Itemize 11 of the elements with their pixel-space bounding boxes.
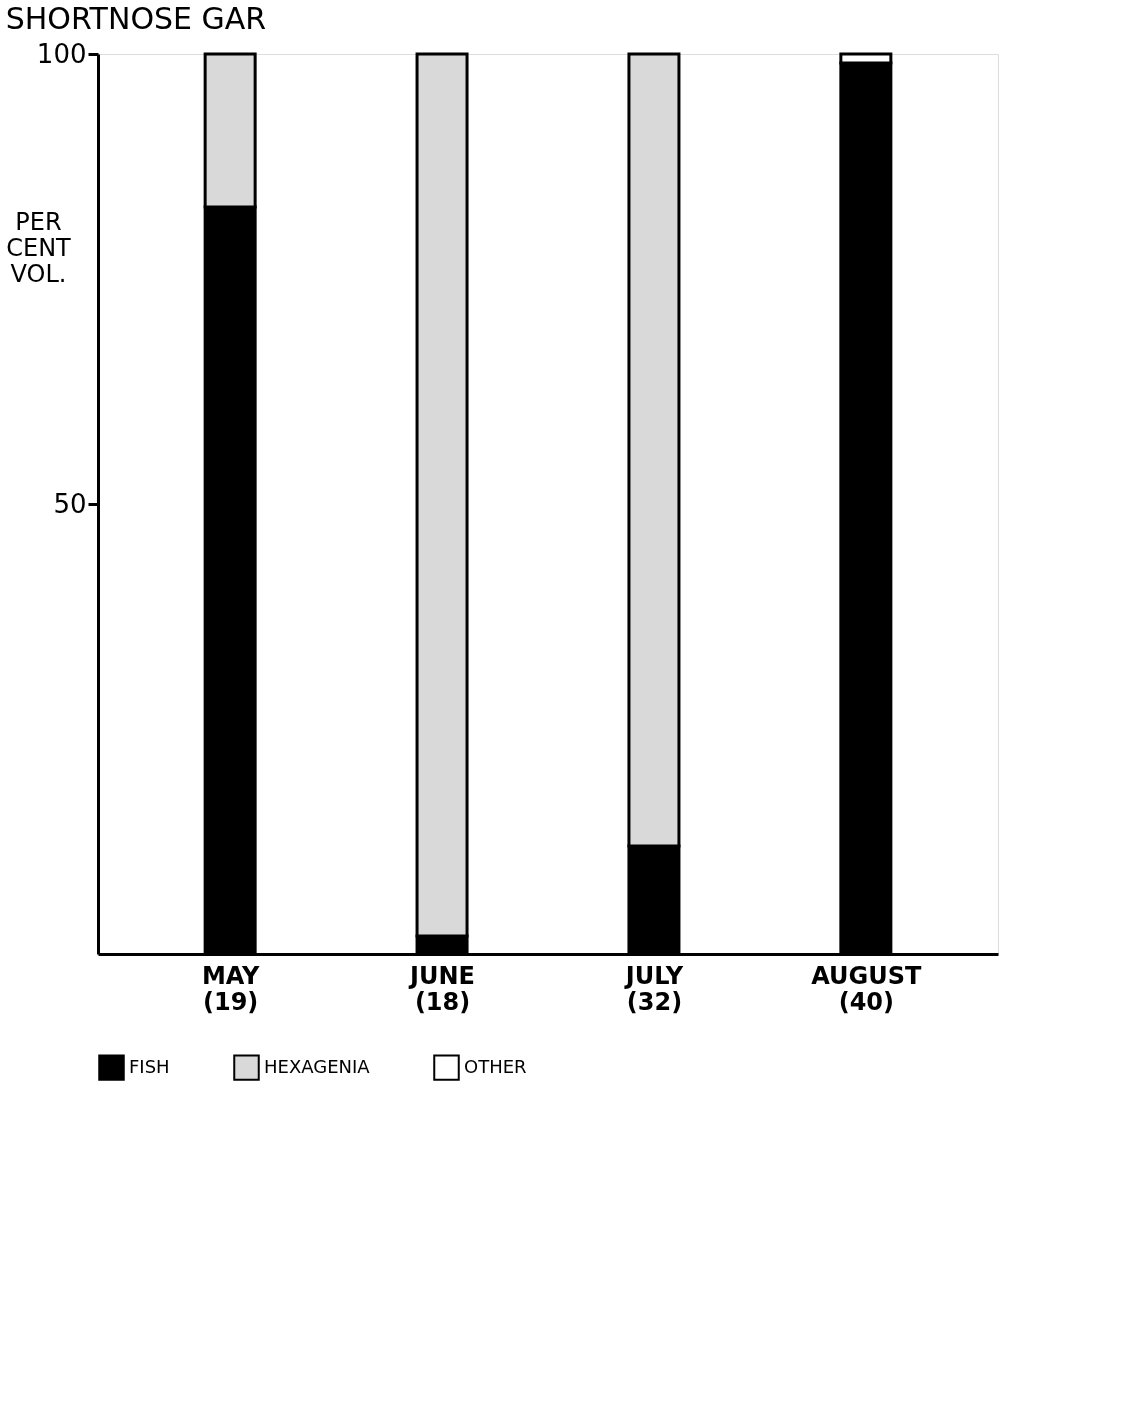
chart-title: SHORTNOSE GAR [5, 1, 267, 36]
x-tick-label: MAY (19) [201, 961, 261, 1016]
x-tick-label: JULY (32) [623, 961, 684, 1016]
legend-label: FISH [129, 1055, 170, 1077]
y-axis-title: PER CENT VOL. [6, 207, 72, 288]
y-tick-label: 100 [36, 38, 87, 69]
x-tick-label: AUGUST (40) [811, 961, 923, 1016]
x-tick-label: JUNE (18) [408, 961, 475, 1016]
y-tick-label: 50 [53, 488, 87, 519]
legend-label: OTHER [464, 1055, 527, 1077]
legend-label: HEXAGENIA [264, 1055, 371, 1077]
